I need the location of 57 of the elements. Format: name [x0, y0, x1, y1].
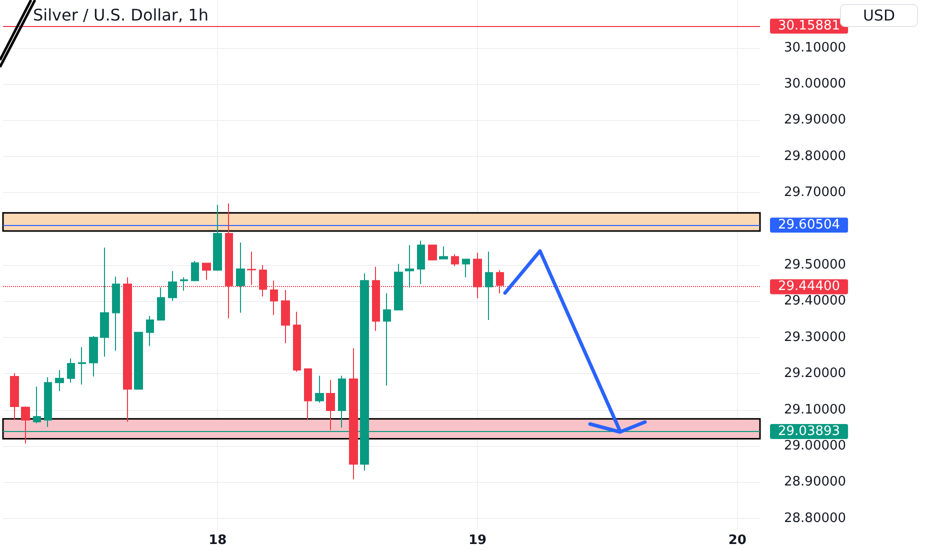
candlestick [21, 406, 30, 444]
chart-title: Silver / U.S. Dollar, 1h [33, 6, 208, 24]
y-tick-label: 28.80000 [784, 510, 846, 526]
candlestick [213, 204, 222, 272]
candlestick [134, 332, 143, 390]
text: USD [862, 6, 896, 24]
candlestick [191, 260, 199, 282]
candlestick [78, 346, 86, 385]
candlestick [338, 375, 346, 428]
y-tick-label: 30.10000 [784, 40, 846, 56]
y-tick-label: 29.80000 [784, 148, 846, 164]
candlestick [33, 386, 41, 424]
ref-line-label: 29.60504 [778, 218, 840, 233]
candlestick [383, 292, 391, 386]
y-tick-label: 29.00000 [784, 438, 846, 454]
candlestick [462, 258, 470, 278]
candlestick [157, 286, 165, 321]
y-tick-label: 30.00000 [784, 76, 846, 92]
candlestick [315, 375, 324, 404]
candlestick [405, 244, 414, 288]
candlestick [326, 380, 335, 431]
candlestick [146, 316, 154, 347]
y-tick-label: 29.90000 [784, 112, 846, 128]
y-tick-label: 29.20000 [784, 366, 846, 382]
x-tick-label: 18 [208, 533, 227, 548]
y-tick-label: 29.10000 [784, 402, 846, 418]
candlestick [349, 348, 358, 480]
candlestick [428, 244, 437, 260]
candlestick [394, 263, 403, 310]
ref-line-label: 30.15881 [778, 18, 840, 34]
x-tick-label: 19 [468, 533, 487, 548]
candlestick [55, 369, 64, 392]
x-tick-label: 20 [728, 533, 746, 548]
y-tick-label: 29.30000 [784, 330, 846, 345]
candlestick [202, 262, 211, 280]
ref-line-label: 29.44400 [778, 279, 840, 294]
y-tick-label: 28.90000 [784, 474, 846, 490]
candlestick [485, 251, 493, 321]
candlestick [293, 311, 301, 372]
candlestick [100, 247, 109, 358]
candlestick [451, 254, 459, 267]
candlestick [89, 335, 98, 378]
candlestick [439, 246, 448, 260]
candlestick [417, 240, 425, 285]
y-tick-label: 29.70000 [784, 185, 846, 200]
candlestick [10, 372, 19, 420]
candlestick [304, 368, 312, 420]
candlestick [168, 270, 177, 302]
candlestick [180, 276, 188, 292]
ref-line-label: 29.03893 [778, 424, 840, 440]
candlestick [281, 289, 290, 344]
candlestick [112, 276, 120, 352]
candlestick [236, 242, 245, 314]
y-tick-label: 29.50000 [784, 258, 846, 272]
candlestick [44, 376, 52, 428]
candlestick [67, 358, 75, 384]
y-tick-label: 29.40000 [784, 294, 846, 309]
